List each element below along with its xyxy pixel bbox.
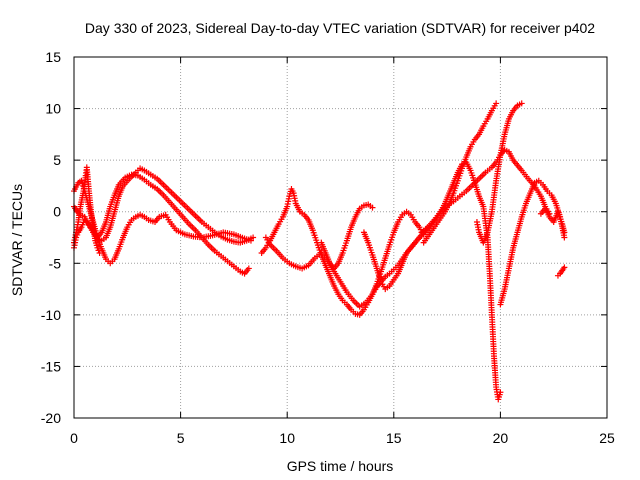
data-point [518, 100, 525, 107]
series-7 [318, 201, 376, 272]
y-tick-label: -15 [41, 358, 61, 374]
plot-frame [73, 56, 608, 419]
x-tick-label: 10 [279, 430, 295, 446]
grid [74, 57, 607, 418]
series-14 [554, 264, 568, 279]
y-tick-label: -5 [49, 255, 62, 271]
ticks: 0 5 10 15 20 25 -20 -15 -10 -5 0 5 10 15 [41, 49, 615, 446]
data-point [561, 234, 568, 241]
x-tick-label: 25 [599, 430, 615, 446]
series-5 [258, 186, 431, 318]
y-axis-label: SDTVAR / TECUs [9, 184, 25, 296]
y-tick-label: -10 [41, 307, 61, 323]
data-point [245, 265, 252, 272]
series-12 [497, 177, 568, 308]
data-point [369, 204, 376, 211]
x-tick-label: 20 [493, 430, 509, 446]
y-tick-label: 5 [53, 152, 61, 168]
series-4 [71, 171, 252, 277]
y-tick-label: 10 [45, 101, 61, 117]
x-tick-label: 5 [177, 430, 185, 446]
series-6 [262, 208, 427, 310]
series-10 [418, 146, 553, 236]
series-13 [537, 205, 568, 236]
data-point [250, 234, 257, 241]
x-axis-label: GPS time / hours [287, 458, 394, 474]
data-points [71, 100, 568, 403]
y-tick-label: 0 [53, 204, 61, 220]
data-point [561, 264, 568, 271]
chart-title: Day 330 of 2023, Sidereal Day-to-day VTE… [85, 20, 595, 36]
data-point [493, 100, 500, 107]
data-point [561, 229, 568, 236]
y-tick-label: 15 [45, 49, 61, 65]
x-tick-label: 0 [70, 430, 78, 446]
x-tick-label: 15 [386, 430, 402, 446]
data-point [497, 389, 504, 396]
series-11 [473, 100, 525, 246]
y-tick-label: -20 [41, 410, 61, 426]
series-3 [71, 165, 257, 251]
